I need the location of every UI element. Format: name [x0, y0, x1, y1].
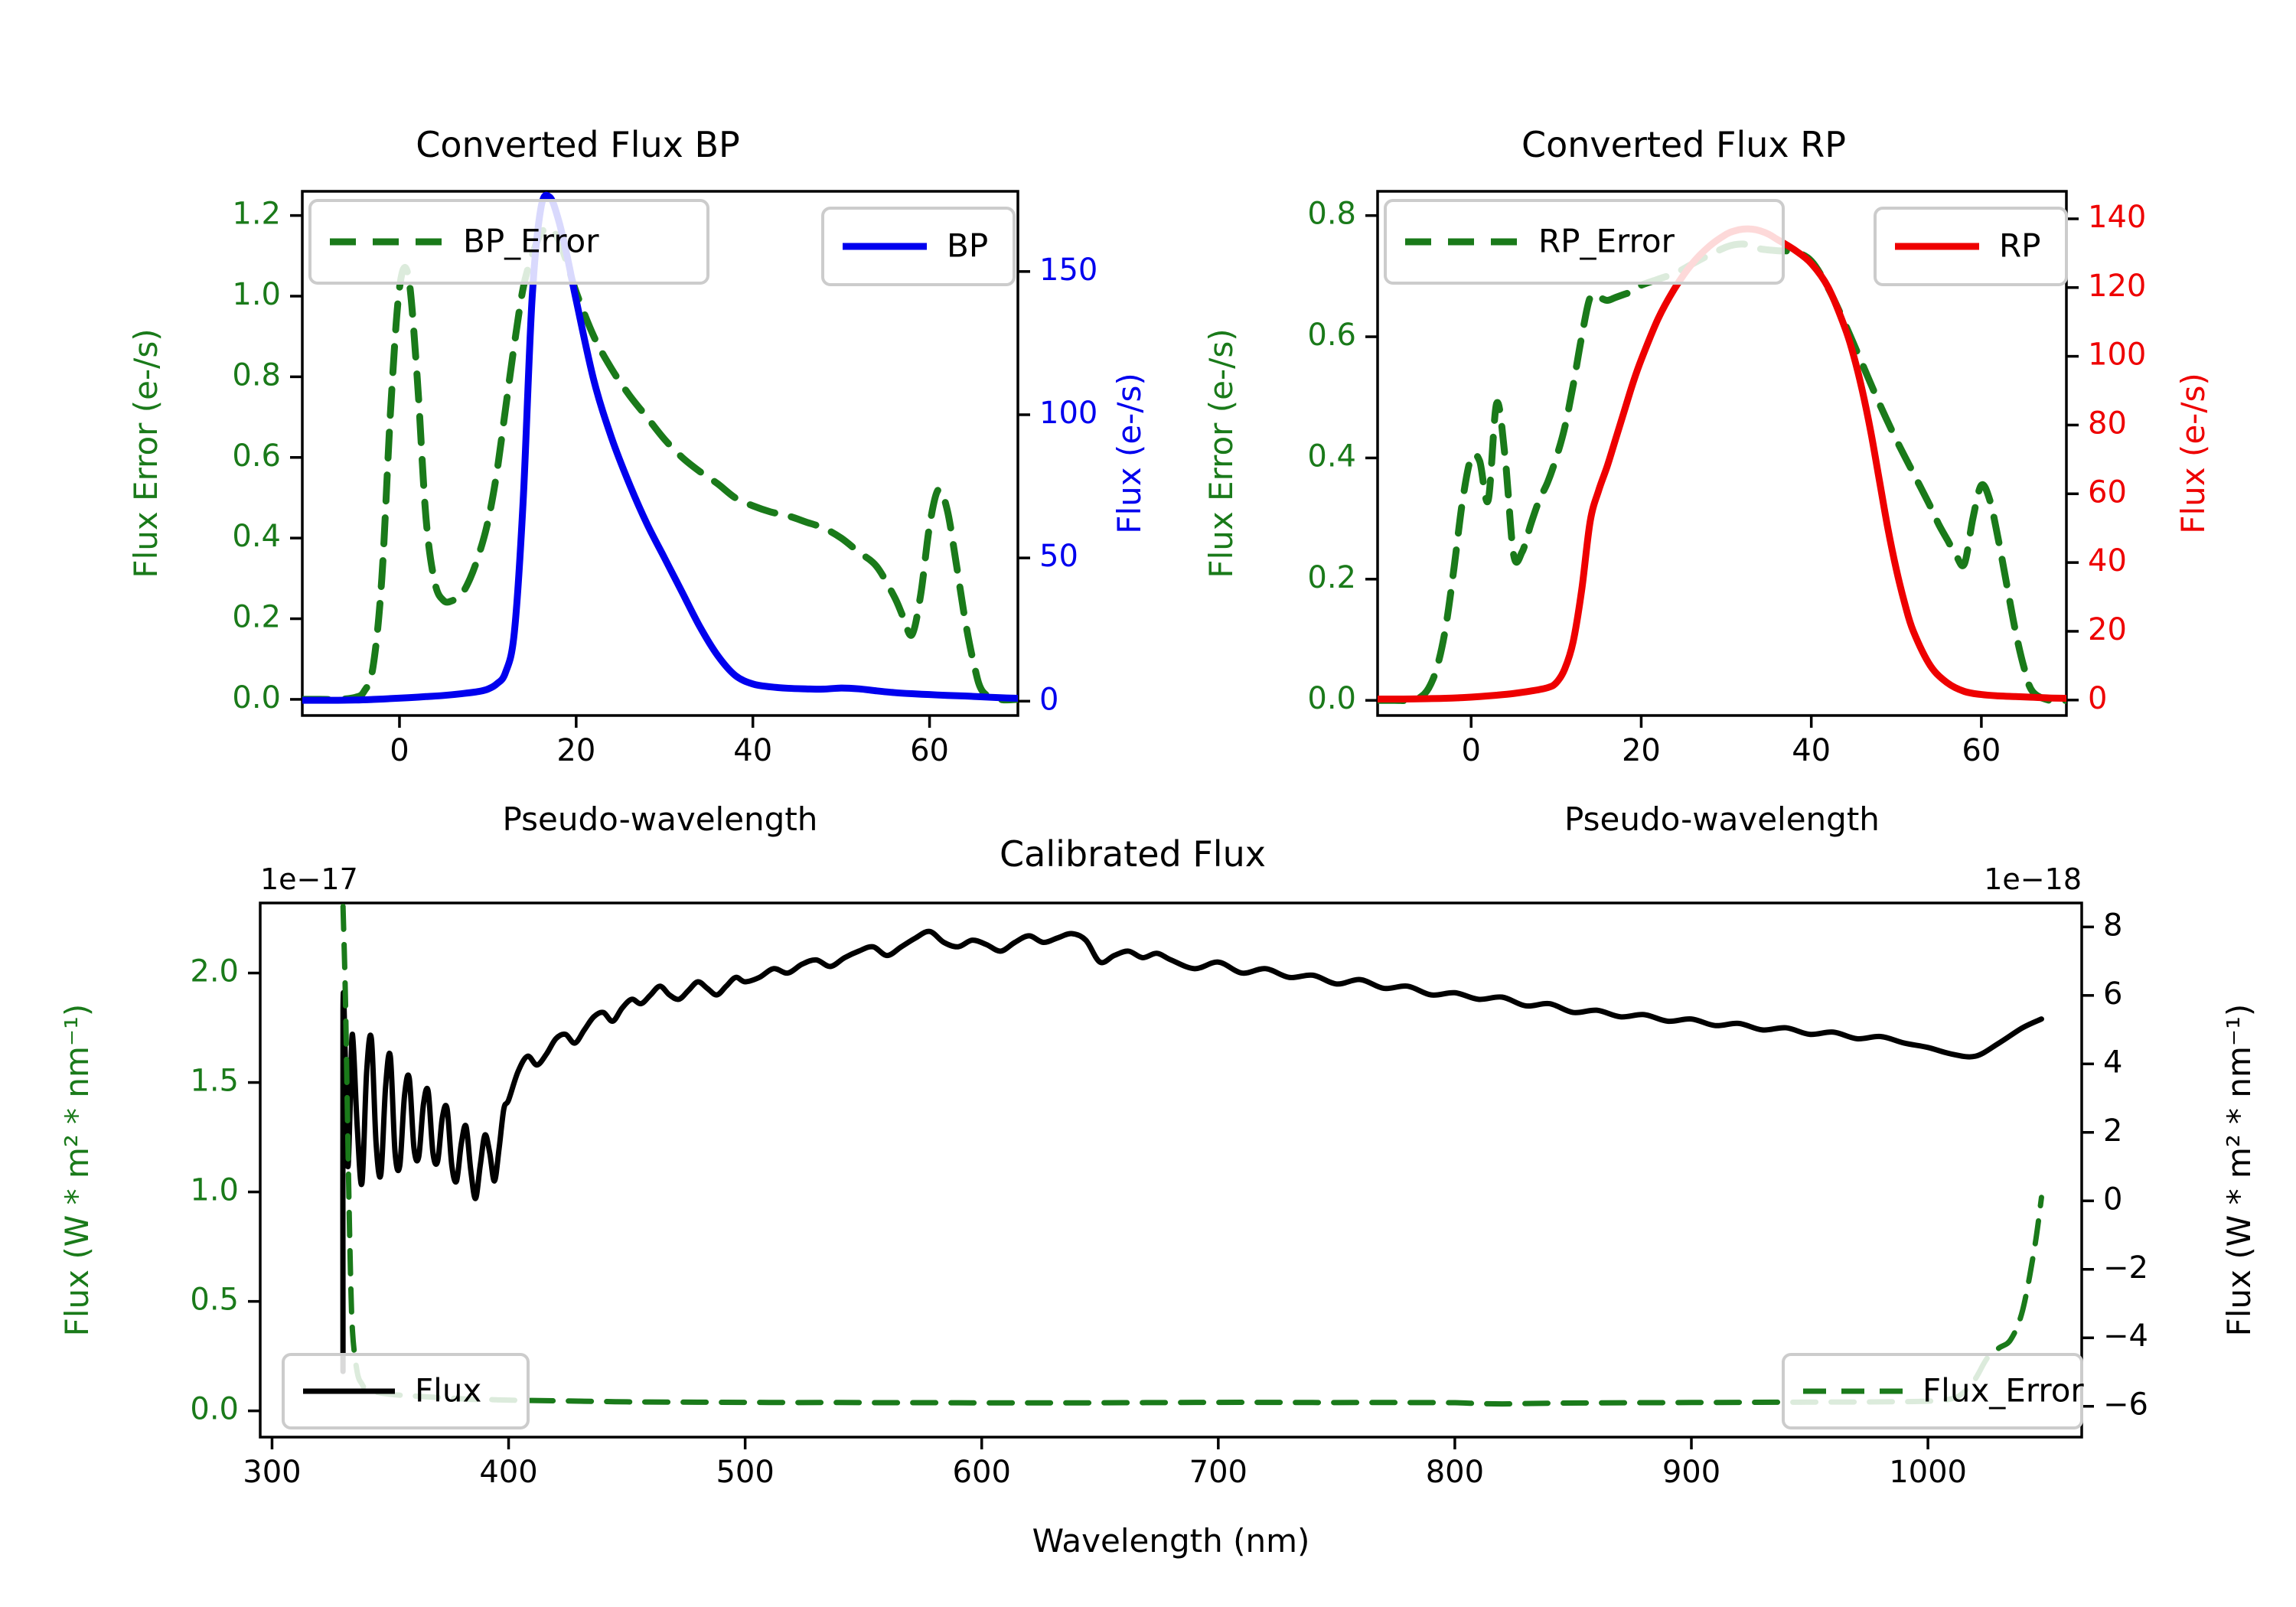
y-tick-label-left: 0.2: [1307, 560, 1356, 595]
y-tick-label-right: 140: [2088, 200, 2146, 235]
y-tick-label-left: 0.8: [232, 357, 281, 393]
y-tick-label-right: 20: [2088, 612, 2127, 647]
y-tick-label-right: 80: [2088, 406, 2127, 441]
series-line-flux_error: [340, 903, 2044, 1407]
y-tick-label-right: −6: [2103, 1387, 2148, 1423]
chart-bp: Converted Flux BP 0 20 40 60 Pseudo-waveleng…: [127, 124, 1148, 838]
y-tick-label-right: 6: [2103, 976, 2122, 1012]
x-tick-label: 20: [1622, 733, 1661, 768]
x-tick-label: 0: [1461, 733, 1480, 768]
legend-bp-error[interactable]: BP_Error: [308, 199, 709, 285]
panel-calibrated-flux: Calibrated Flux 300 400 500 600 700 800 900 100…: [0, 826, 2296, 1607]
y-tick-label-right: 100: [1039, 396, 1097, 431]
legend-label-rp: RP: [1999, 227, 2041, 265]
x-tick-label: 500: [716, 1455, 774, 1490]
y-tick-label-right: 2: [2103, 1113, 2122, 1149]
y-tick-label-right: −2: [2103, 1250, 2148, 1286]
y-axis-label-left: Flux Error (e-/s): [127, 328, 165, 578]
y-tick-label-left: 0.5: [190, 1283, 239, 1318]
series-line-bp: [302, 191, 1018, 704]
y-tick-label-right: −4: [2103, 1319, 2148, 1354]
legend-flux-error[interactable]: Flux_Error: [1782, 1353, 2084, 1429]
y-axis-label-left: Flux Error (e-/s): [1202, 328, 1240, 578]
y-tick-label-left: 0.0: [1307, 681, 1356, 716]
y-tick-label-right: 120: [2088, 269, 2146, 304]
y-tick-label-left: 1.5: [190, 1064, 239, 1099]
legend-label-flux: Flux: [415, 1372, 481, 1410]
chart-calibrated: Calibrated Flux 300 400 500 600 700 800 900 100…: [58, 833, 2258, 1560]
y-axis-label-left: Flux (W * m² * nm⁻¹): [58, 1004, 96, 1337]
y-tick-label-left: 0.6: [1307, 318, 1356, 353]
y-tick-label-left: 0.0: [190, 1392, 239, 1427]
y-tick-label-right: 0: [2103, 1182, 2122, 1217]
y-tick-label-right: 50: [1039, 539, 1078, 574]
legend-flux[interactable]: Flux: [282, 1353, 530, 1429]
y-axis-label-right: Flux (e-/s): [1110, 373, 1148, 533]
y-tick-label-right: 8: [2103, 908, 2122, 943]
bp-title: Converted Flux BP: [416, 124, 740, 165]
x-tick-label: 400: [479, 1455, 537, 1490]
y-tick-label-left: 0.8: [1307, 197, 1356, 232]
x-axis-label: Pseudo-wavelength: [503, 800, 818, 838]
y-tick-label-right: 0: [1039, 682, 1058, 717]
series-line-rp_error: [1378, 240, 2066, 705]
legend-bp[interactable]: BP: [821, 207, 1016, 286]
rp-title: Converted Flux RP: [1521, 124, 1846, 165]
x-tick-label: 40: [1792, 733, 1831, 768]
y-tick-label-left: 0.0: [232, 680, 281, 715]
legend-rp-error[interactable]: RP_Error: [1384, 199, 1785, 285]
x-tick-label: 700: [1189, 1455, 1247, 1490]
x-tick-label: 600: [953, 1455, 1011, 1490]
left-offset-exponent: 1e−17: [260, 862, 358, 896]
x-tick-label: 300: [243, 1455, 301, 1490]
series-line-bp_error: [302, 223, 1018, 704]
y-tick-label-right: 60: [2088, 474, 2127, 510]
x-tick-label: 900: [1662, 1455, 1720, 1490]
calibrated-title: Calibrated Flux: [1000, 833, 1266, 875]
y-axis-label-right: Flux (e-/s): [2174, 373, 2212, 533]
x-tick-label: 0: [390, 733, 409, 768]
y-tick-label-left: 0.4: [232, 519, 281, 554]
y-tick-label-left: 1.2: [232, 197, 281, 232]
panel-converted-flux-rp: Converted Flux RP 0 20 40 60 Pseudo-waveleng…: [1148, 0, 2296, 838]
y-tick-label-left: 1.0: [190, 1173, 239, 1208]
y-tick-label-left: 0.6: [232, 438, 281, 474]
y-tick-label-right: 150: [1039, 253, 1097, 288]
x-axis-label: Pseudo-wavelength: [1564, 800, 1880, 838]
x-axis-label: Wavelength (nm): [1032, 1522, 1310, 1560]
y-tick-label-left: 1.0: [232, 277, 281, 312]
legend-label-bp-error: BP_Error: [463, 223, 599, 260]
legend-label-rp-error: RP_Error: [1538, 223, 1675, 260]
chart-rp: Converted Flux RP 0 20 40 60 Pseudo-waveleng…: [1202, 124, 2212, 838]
y-tick-label-left: 0.2: [232, 600, 281, 635]
legend-label-bp: BP: [947, 227, 988, 265]
x-tick-label: 60: [1962, 733, 2001, 768]
y-tick-label-right: 40: [2088, 543, 2127, 579]
y-tick-label-left: 2.0: [190, 954, 239, 989]
x-tick-label: 1000: [1889, 1455, 1967, 1490]
legend-label-flux-error: Flux_Error: [1923, 1372, 2084, 1410]
y-tick-label-right: 100: [2088, 337, 2146, 373]
series-line-flux: [340, 928, 2044, 1374]
x-tick-label: 60: [910, 733, 949, 768]
x-tick-label: 20: [556, 733, 595, 768]
legend-rp[interactable]: RP: [1874, 207, 2068, 286]
right-offset-exponent: 1e−18: [1984, 862, 2082, 896]
x-tick-label: 800: [1426, 1455, 1484, 1490]
y-tick-label-right: 4: [2103, 1045, 2122, 1080]
y-tick-label-left: 0.4: [1307, 438, 1356, 474]
y-axis-label-right: Flux (W * m² * nm⁻¹): [2220, 1004, 2258, 1337]
y-tick-label-right: 0: [2088, 681, 2107, 716]
x-tick-label: 40: [733, 733, 772, 768]
panel-converted-flux-bp: Converted Flux BP 0 20 40 60 Pseudo-waveleng…: [0, 0, 1148, 838]
